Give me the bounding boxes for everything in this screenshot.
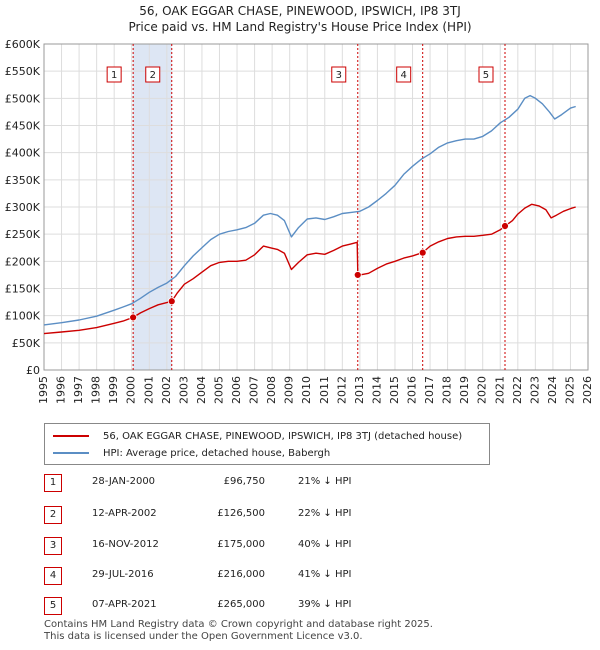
plot-frame xyxy=(43,43,589,371)
transaction-hpi-diff: 21% ↓ HPI xyxy=(298,476,352,487)
y-tick-label: £600K xyxy=(5,38,41,51)
y-tick-label: £400K xyxy=(5,147,41,160)
y-tick-label: £450K xyxy=(5,120,41,133)
sale-label-box xyxy=(396,66,412,83)
legend-item-hpi: HPI: Average price, detached house, Babe… xyxy=(53,445,330,461)
transaction-row: 1 28-JAN-2000 £96,750 21% ↓ HPI xyxy=(0,474,600,494)
x-tick-label: 2005 xyxy=(212,376,225,404)
x-tick-label: 2022 xyxy=(511,376,524,404)
x-tick-label: 2017 xyxy=(423,376,436,404)
chart-title: 56, OAK EGGAR CHASE, PINEWOOD, IPSWICH, … xyxy=(139,4,461,18)
license-notice: This data is licensed under the Open Gov… xyxy=(44,631,363,642)
transaction-row: 5 07-APR-2021 £265,000 39% ↓ HPI xyxy=(0,597,600,617)
x-tick-label: 1996 xyxy=(55,376,68,404)
sale-point xyxy=(418,248,427,257)
transaction-price: £265,000 xyxy=(217,599,265,610)
sale-point xyxy=(167,297,176,306)
y-tick-label: £300K xyxy=(5,201,41,214)
x-tick-label: 1998 xyxy=(90,376,103,404)
y-tick-label: £550K xyxy=(5,65,41,78)
transaction-price: £175,000 xyxy=(217,539,265,550)
transaction-date: 28-JAN-2000 xyxy=(92,476,156,487)
x-tick-label: 2009 xyxy=(283,376,296,404)
sale-label: 3 xyxy=(336,70,342,81)
transaction-hpi-diff: 41% ↓ HPI xyxy=(298,569,352,580)
x-tick-label: 2002 xyxy=(160,376,173,404)
transaction-price: £126,500 xyxy=(217,508,265,519)
y-tick-label: £500K xyxy=(5,92,41,105)
x-tick-label: 2011 xyxy=(318,376,331,404)
sale-point xyxy=(129,313,138,322)
x-tick-label: 1999 xyxy=(107,376,120,404)
transaction-row: 3 16-NOV-2012 £175,000 40% ↓ HPI xyxy=(0,537,600,557)
x-tick-label: 2007 xyxy=(248,376,261,404)
x-tick-label: 2018 xyxy=(441,376,454,404)
sale-label: 4 xyxy=(401,70,407,81)
series-line xyxy=(43,94,576,326)
x-tick-label: 1995 xyxy=(37,376,50,404)
transaction-number: 2 xyxy=(44,506,62,524)
transaction-date: 16-NOV-2012 xyxy=(92,539,159,550)
x-tick-label: 2024 xyxy=(546,376,559,404)
transaction-hpi-diff: 22% ↓ HPI xyxy=(298,508,352,519)
transaction-hpi-diff: 39% ↓ HPI xyxy=(298,599,352,610)
x-tick-label: 2013 xyxy=(353,376,366,404)
x-tick-label: 2004 xyxy=(195,376,208,404)
x-tick-label: 2020 xyxy=(476,376,489,404)
legend-swatch-hpi xyxy=(53,452,89,454)
legend-swatch-property xyxy=(53,435,89,437)
y-tick-label: £350K xyxy=(5,174,41,187)
x-tick-label: 2019 xyxy=(458,376,471,404)
sale-label: 5 xyxy=(483,70,489,81)
y-tick-label: £250K xyxy=(5,228,41,241)
transaction-price: £96,750 xyxy=(223,476,265,487)
legend-label-property: 56, OAK EGGAR CHASE, PINEWOOD, IPSWICH, … xyxy=(103,430,463,442)
y-tick-label: £200K xyxy=(5,255,41,268)
sale-label-box xyxy=(106,66,122,83)
transaction-row: 2 12-APR-2002 £126,500 22% ↓ HPI xyxy=(0,506,600,526)
transaction-number: 1 xyxy=(44,474,62,492)
y-tick-label: £150K xyxy=(5,283,41,296)
x-tick-label: 2010 xyxy=(300,376,313,404)
transaction-date: 12-APR-2002 xyxy=(92,508,157,519)
sale-point xyxy=(353,271,362,279)
copyright-notice: Contains HM Land Registry data © Crown c… xyxy=(44,619,433,630)
x-tick-label: 2025 xyxy=(563,376,576,404)
transaction-hpi-diff: 40% ↓ HPI xyxy=(298,539,352,550)
sale-label: 1 xyxy=(111,70,117,81)
sale-point xyxy=(501,222,509,230)
legend-item-property: 56, OAK EGGAR CHASE, PINEWOOD, IPSWICH, … xyxy=(53,428,462,444)
x-tick-label: 2015 xyxy=(388,376,401,404)
transaction-price: £216,000 xyxy=(217,569,265,580)
transaction-number: 3 xyxy=(44,537,62,555)
x-tick-label: 2006 xyxy=(230,376,243,404)
x-tick-label: 2008 xyxy=(265,376,278,404)
transaction-date: 07-APR-2021 xyxy=(92,599,157,610)
x-tick-label: 2003 xyxy=(177,376,190,404)
sale-label-box xyxy=(331,66,347,83)
x-tick-label: 1997 xyxy=(72,376,85,404)
sale-label: 2 xyxy=(150,70,156,81)
transaction-row: 4 29-JUL-2016 £216,000 41% ↓ HPI xyxy=(0,567,600,587)
chart-subtitle: Price paid vs. HM Land Registry's House … xyxy=(128,20,472,34)
transaction-number: 4 xyxy=(44,567,62,585)
legend-label-hpi: HPI: Average price, detached house, Babe… xyxy=(103,447,331,459)
x-tick-label: 2021 xyxy=(493,376,506,404)
x-tick-label: 2001 xyxy=(142,376,155,404)
sale-label-box xyxy=(478,66,494,83)
x-tick-label: 2000 xyxy=(125,376,138,404)
x-tick-label: 2012 xyxy=(335,376,348,404)
transaction-date: 29-JUL-2016 xyxy=(92,569,154,580)
legend: 56, OAK EGGAR CHASE, PINEWOOD, IPSWICH, … xyxy=(44,423,490,465)
x-tick-label: 2014 xyxy=(370,376,383,404)
y-tick-label: £100K xyxy=(5,310,41,323)
sale-label-box xyxy=(145,66,161,83)
y-tick-label: £0 xyxy=(26,364,40,377)
x-tick-label: 2023 xyxy=(528,376,541,404)
x-tick-label: 2016 xyxy=(406,376,419,404)
x-tick-label: 2026 xyxy=(581,376,594,404)
price-chart: £0 £50K £100K £150K £200K £250K £300K £350K £400… xyxy=(5,38,594,404)
y-tick-label: £50K xyxy=(12,337,41,350)
transaction-number: 5 xyxy=(44,597,62,615)
